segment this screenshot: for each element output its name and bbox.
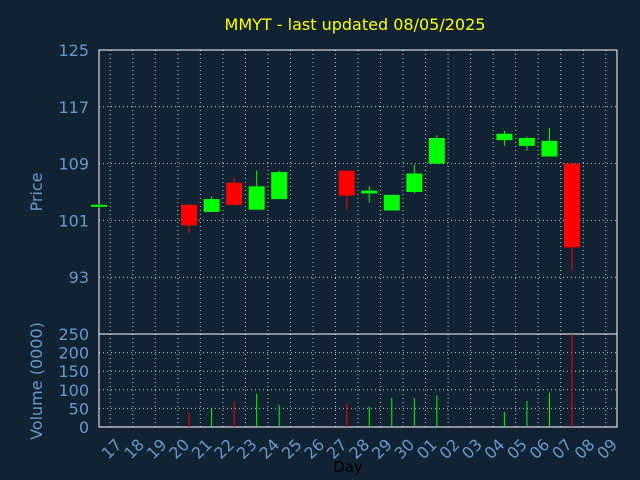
candles	[91, 128, 580, 271]
volume-tick-label: 50	[69, 399, 89, 418]
candle-body-23	[226, 182, 243, 205]
volume-bars	[188, 334, 573, 427]
price-grid	[99, 50, 617, 334]
candle-body-30	[383, 194, 400, 211]
candle-body-28	[338, 170, 355, 196]
volume-tick-label: 150	[58, 362, 89, 381]
candle-body-02	[428, 138, 445, 164]
price-tick-label: 125	[58, 41, 89, 60]
price-y-ticks: 93 101 109 117 125	[58, 41, 89, 287]
candle-body-07	[541, 140, 558, 157]
price-tick-label: 93	[69, 268, 89, 287]
volume-axis-label: Volume (0000)	[27, 322, 46, 440]
candle-body-21	[181, 204, 198, 226]
price-axis-label: Price	[27, 172, 46, 211]
candle-body-24	[248, 186, 265, 210]
volume-tick-label: 250	[58, 325, 89, 344]
candle-body-22	[203, 199, 220, 212]
candle-body-25	[271, 172, 288, 200]
price-tick-label: 109	[58, 155, 89, 174]
candle-body-08	[563, 163, 580, 248]
candle-body-01	[406, 173, 423, 192]
price-tick-label: 101	[58, 211, 89, 230]
volume-panel-frame	[98, 333, 618, 428]
volume-tick-label: 0	[79, 418, 89, 437]
candle-body-17	[91, 204, 107, 207]
volume-tick-label: 100	[58, 381, 89, 400]
x-axis-label: Day	[333, 458, 363, 476]
candle-body-29	[361, 190, 378, 194]
candle-body-06	[518, 138, 535, 146]
candle-body-05	[496, 133, 513, 141]
chart-title: MMYT - last updated 08/05/2025	[225, 15, 486, 34]
volume-tick-label: 200	[58, 344, 89, 363]
price-tick-label: 117	[58, 98, 89, 117]
